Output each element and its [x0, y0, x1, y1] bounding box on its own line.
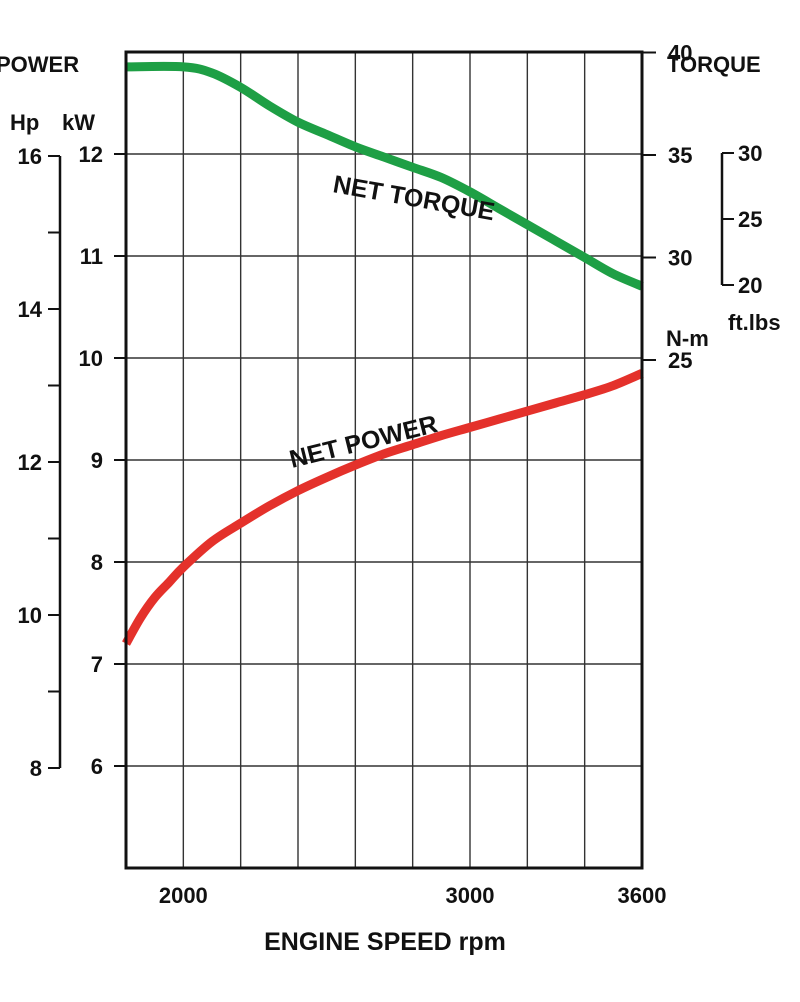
kw-tick-label: 8	[91, 550, 103, 575]
left-axis-title: POWER	[0, 52, 79, 77]
ftlbs-tick-label: 30	[738, 141, 762, 166]
nm-tick-label: 25	[668, 348, 692, 373]
kw-tick-label: 12	[79, 142, 103, 167]
curves	[122, 61, 644, 646]
nm-unit-label: N-m	[666, 326, 709, 351]
x-tick-label: 3000	[446, 883, 495, 908]
nm-tick-label: 35	[668, 143, 692, 168]
kw-tick-label: 7	[91, 652, 103, 677]
hp-tick-label: 8	[30, 756, 42, 781]
kw-tick-label: 6	[91, 754, 103, 779]
kw-tick-label: 10	[79, 346, 103, 371]
nm-tick-label: 30	[668, 246, 692, 271]
hp-unit-label: Hp	[10, 110, 39, 135]
hp-tick-label: 10	[18, 603, 42, 628]
ftlbs-tick-label: 25	[738, 207, 762, 232]
x-tick-label: 3600	[618, 883, 667, 908]
axes: 6789101112810121416253035404520253020003…	[18, 41, 763, 909]
series-line-net-power	[122, 369, 644, 646]
hp-tick-label: 16	[18, 144, 42, 169]
ftlbs-unit-label: ft.lbs	[728, 310, 781, 335]
x-axis-title: ENGINE SPEED rpm	[264, 928, 506, 956]
nm-tick-label: 40	[668, 41, 692, 66]
kw-tick-label: 9	[91, 448, 103, 473]
hp-tick-label: 14	[18, 297, 43, 322]
kw-unit-label: kW	[62, 110, 95, 135]
series-line-net-torque	[125, 61, 644, 291]
ftlbs-tick-label: 20	[738, 273, 762, 298]
hp-tick-label: 12	[18, 450, 42, 475]
right-axis-title: TORQUE	[667, 52, 761, 77]
grid-lines	[126, 52, 642, 868]
kw-tick-label: 11	[80, 244, 103, 269]
x-tick-label: 2000	[159, 883, 208, 908]
